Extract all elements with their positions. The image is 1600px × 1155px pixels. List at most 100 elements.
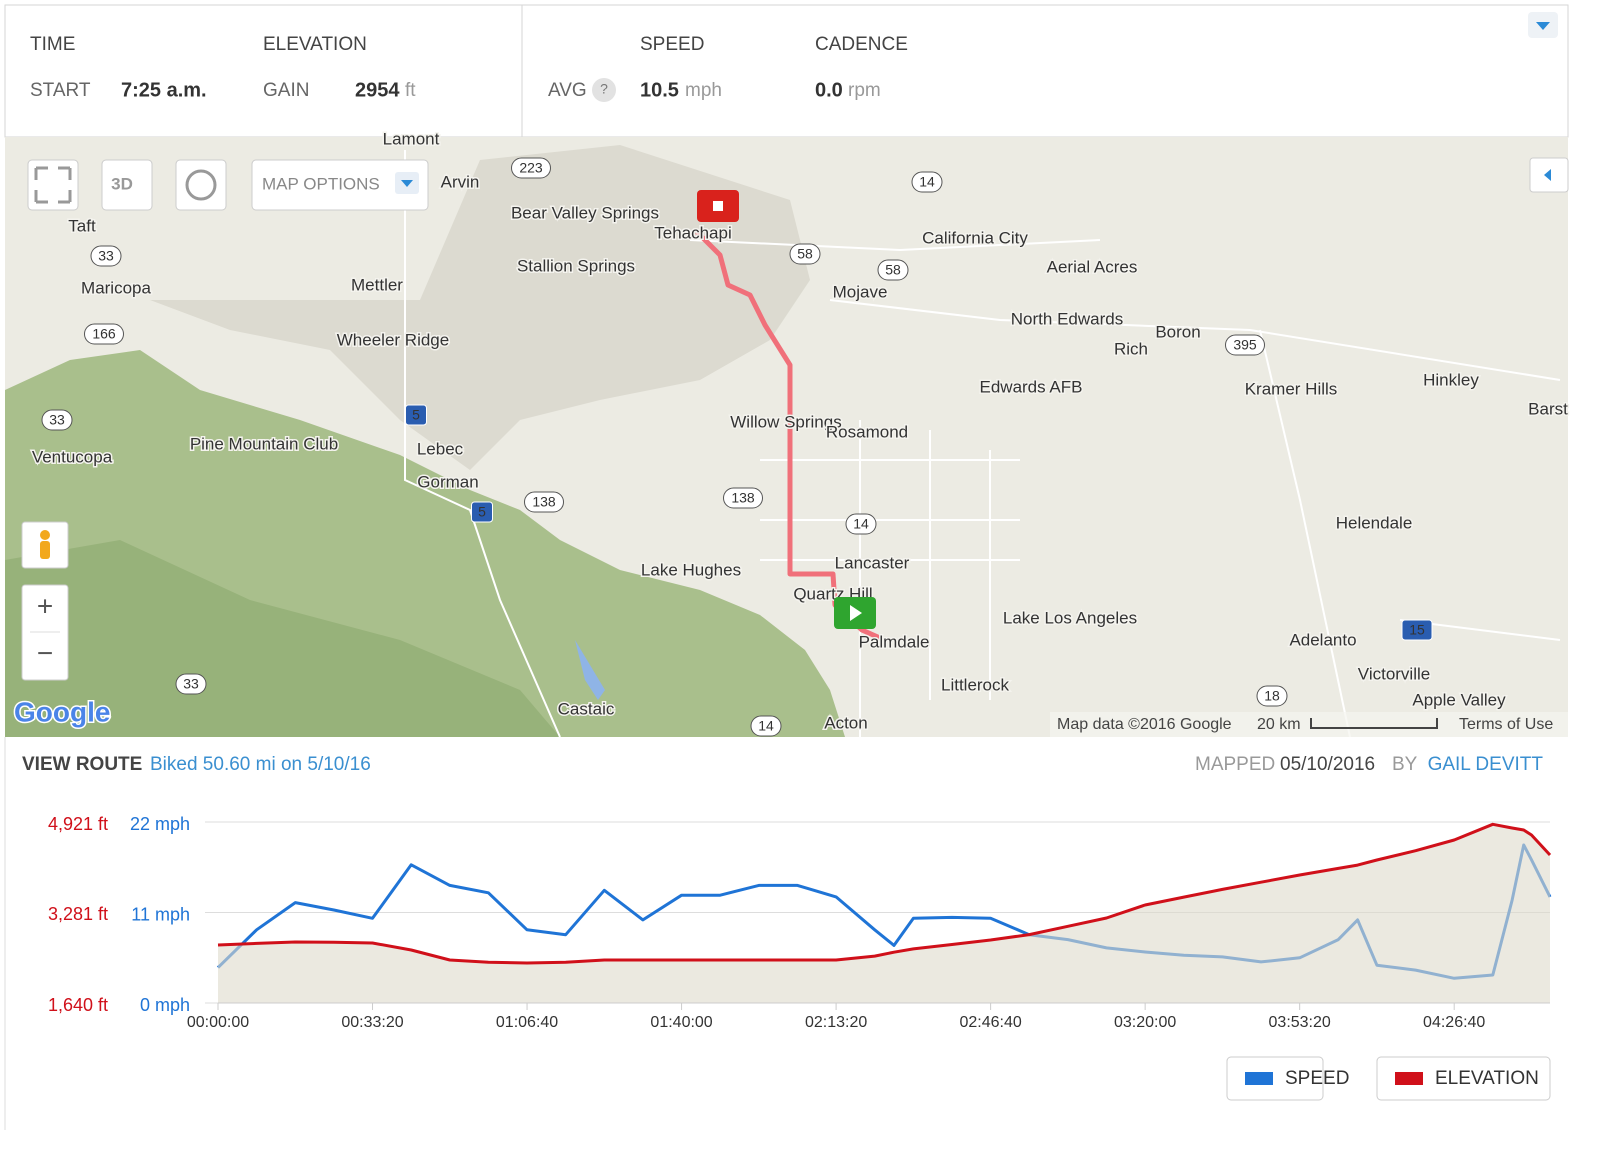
attribution: Map data ©2016 Google — [1057, 716, 1232, 733]
map-options-button[interactable] — [251, 159, 429, 211]
x-tick-label: 04:26:40 — [1423, 1014, 1485, 1031]
start-icon[interactable] — [850, 605, 862, 621]
road-shield — [41, 409, 73, 431]
road-shield-label: 58 — [797, 246, 813, 262]
stat-label: START — [30, 80, 91, 101]
panel-tab-icon[interactable] — [1544, 169, 1551, 181]
place-label: Rich — [1114, 339, 1148, 358]
fullscreen-button[interactable] — [27, 159, 79, 211]
place-label: Stallion Springs — [517, 256, 635, 275]
place-label: Barst — [1528, 399, 1568, 418]
google-logo: Google — [14, 696, 110, 727]
place-label: Ventucopa — [32, 447, 113, 466]
place-label: Apple Valley — [1412, 690, 1506, 709]
3d-button[interactable] — [101, 159, 153, 211]
road-shield — [1401, 619, 1433, 641]
legend-swatch[interactable] — [1245, 1072, 1273, 1085]
place-label: Aerial Acres — [1047, 257, 1138, 276]
road-shield-label: 223 — [519, 160, 543, 176]
zoom-in[interactable]: + — [37, 590, 53, 621]
terms-link[interactable]: Terms of Use — [1459, 716, 1553, 733]
author-link[interactable]: GAIL DEVITT — [1428, 754, 1544, 775]
place-label: Victorville — [1358, 664, 1430, 683]
y-tick-label: 3,281 ft — [48, 904, 108, 924]
x-tick-label: 01:40:00 — [650, 1014, 712, 1031]
legend-label[interactable]: SPEED — [1285, 1068, 1349, 1089]
y-tick-label: 4,921 ft — [48, 814, 108, 834]
scale-bar — [1310, 718, 1438, 729]
stats-panel — [4, 4, 1569, 138]
stat-label: AVG — [548, 80, 587, 101]
y2-tick-label: 0 mph — [140, 995, 190, 1015]
mapped-date: 05/10/2016 — [1280, 754, 1375, 775]
map[interactable]: Lamont Arvin Taft Bear Valley SpringsTehach… — [5, 128, 1570, 738]
x-tick-label: 00:33:20 — [341, 1014, 403, 1031]
road-shield-label: 14 — [919, 174, 935, 190]
stat-header: SPEED — [640, 34, 704, 55]
pegman-head[interactable] — [40, 530, 50, 540]
end-icon[interactable] — [713, 201, 723, 211]
place-label: Mojave — [833, 282, 888, 301]
legend-label[interactable]: ELEVATION — [1435, 1068, 1539, 1089]
road-shield-label: 138 — [532, 494, 556, 510]
rotate-button[interactable] — [175, 159, 227, 211]
attribution-bar — [1050, 712, 1568, 737]
help-icon[interactable] — [592, 78, 616, 102]
collapse-icon[interactable] — [1536, 22, 1550, 30]
road-shield-label: 33 — [98, 248, 114, 264]
place-label: Pine Mountain Club — [190, 434, 338, 453]
place-label: Kramer Hills — [1245, 379, 1338, 398]
road-shield-label: 33 — [183, 676, 199, 692]
fullscreen-icon[interactable] — [34, 166, 72, 204]
y-tick-label: 1,640 ft — [48, 995, 108, 1015]
legend-button[interactable] — [1226, 1056, 1324, 1101]
stat-header: CADENCE — [815, 34, 908, 55]
road-shield — [789, 243, 821, 265]
road-shield — [90, 245, 122, 267]
road-shield-label: 58 — [885, 262, 901, 278]
place-label: Lamont — [383, 129, 440, 148]
x-tick-label: 01:06:40 — [496, 1014, 558, 1031]
legend-swatch[interactable] — [1395, 1072, 1423, 1085]
view-route[interactable]: VIEW ROUTE — [22, 754, 142, 775]
road-shield — [877, 259, 909, 281]
pegman-body[interactable] — [40, 541, 50, 559]
place-label: Castaic — [558, 699, 615, 718]
place-label: Mettler — [351, 275, 403, 294]
legend-button[interactable] — [1376, 1056, 1551, 1101]
3d-text[interactable]: 3D — [111, 174, 133, 193]
map-options-text[interactable]: MAP OPTIONS — [262, 174, 380, 193]
rotate-icon[interactable] — [185, 169, 217, 201]
place-label: Willow Springs — [730, 412, 841, 431]
stat-unit: mph — [685, 80, 722, 101]
road-shield — [405, 404, 427, 426]
x-tick-label: 02:13:20 — [805, 1014, 867, 1031]
stat-value: 7:25 a.m. — [121, 79, 207, 101]
road-shield-label: 18 — [1264, 688, 1280, 704]
x-tick-label: 03:20:00 — [1114, 1014, 1176, 1031]
place-label: Lancaster — [835, 553, 910, 572]
x-tick-label: 03:53:20 — [1269, 1014, 1331, 1031]
zoom-out[interactable]: − — [37, 637, 53, 668]
scale-label: 20 km — [1257, 716, 1301, 733]
mapped-label: MAPPED — [1195, 754, 1275, 775]
stat-unit: rpm — [848, 80, 881, 101]
road-shield-label: 33 — [49, 412, 65, 428]
road-shield-label: 15 — [1409, 622, 1425, 638]
elevation-area — [218, 824, 1550, 1003]
map-options-caret[interactable] — [401, 180, 413, 187]
place-label: Taft — [68, 216, 96, 235]
place-label: Boron — [1155, 322, 1200, 341]
help-text[interactable]: ? — [600, 81, 608, 97]
road-shield — [524, 491, 564, 513]
place-label: California City — [922, 228, 1028, 247]
stat-header: ELEVATION — [263, 34, 367, 55]
place-label: Bear Valley Springs — [511, 203, 659, 222]
hills — [150, 145, 810, 470]
lake — [575, 640, 605, 700]
stat-value: 0.0 — [815, 79, 843, 101]
road-shield-label: 5 — [478, 504, 486, 520]
place-label: Lake Los Angeles — [1003, 608, 1137, 627]
place-label: Rosamond — [826, 422, 908, 441]
